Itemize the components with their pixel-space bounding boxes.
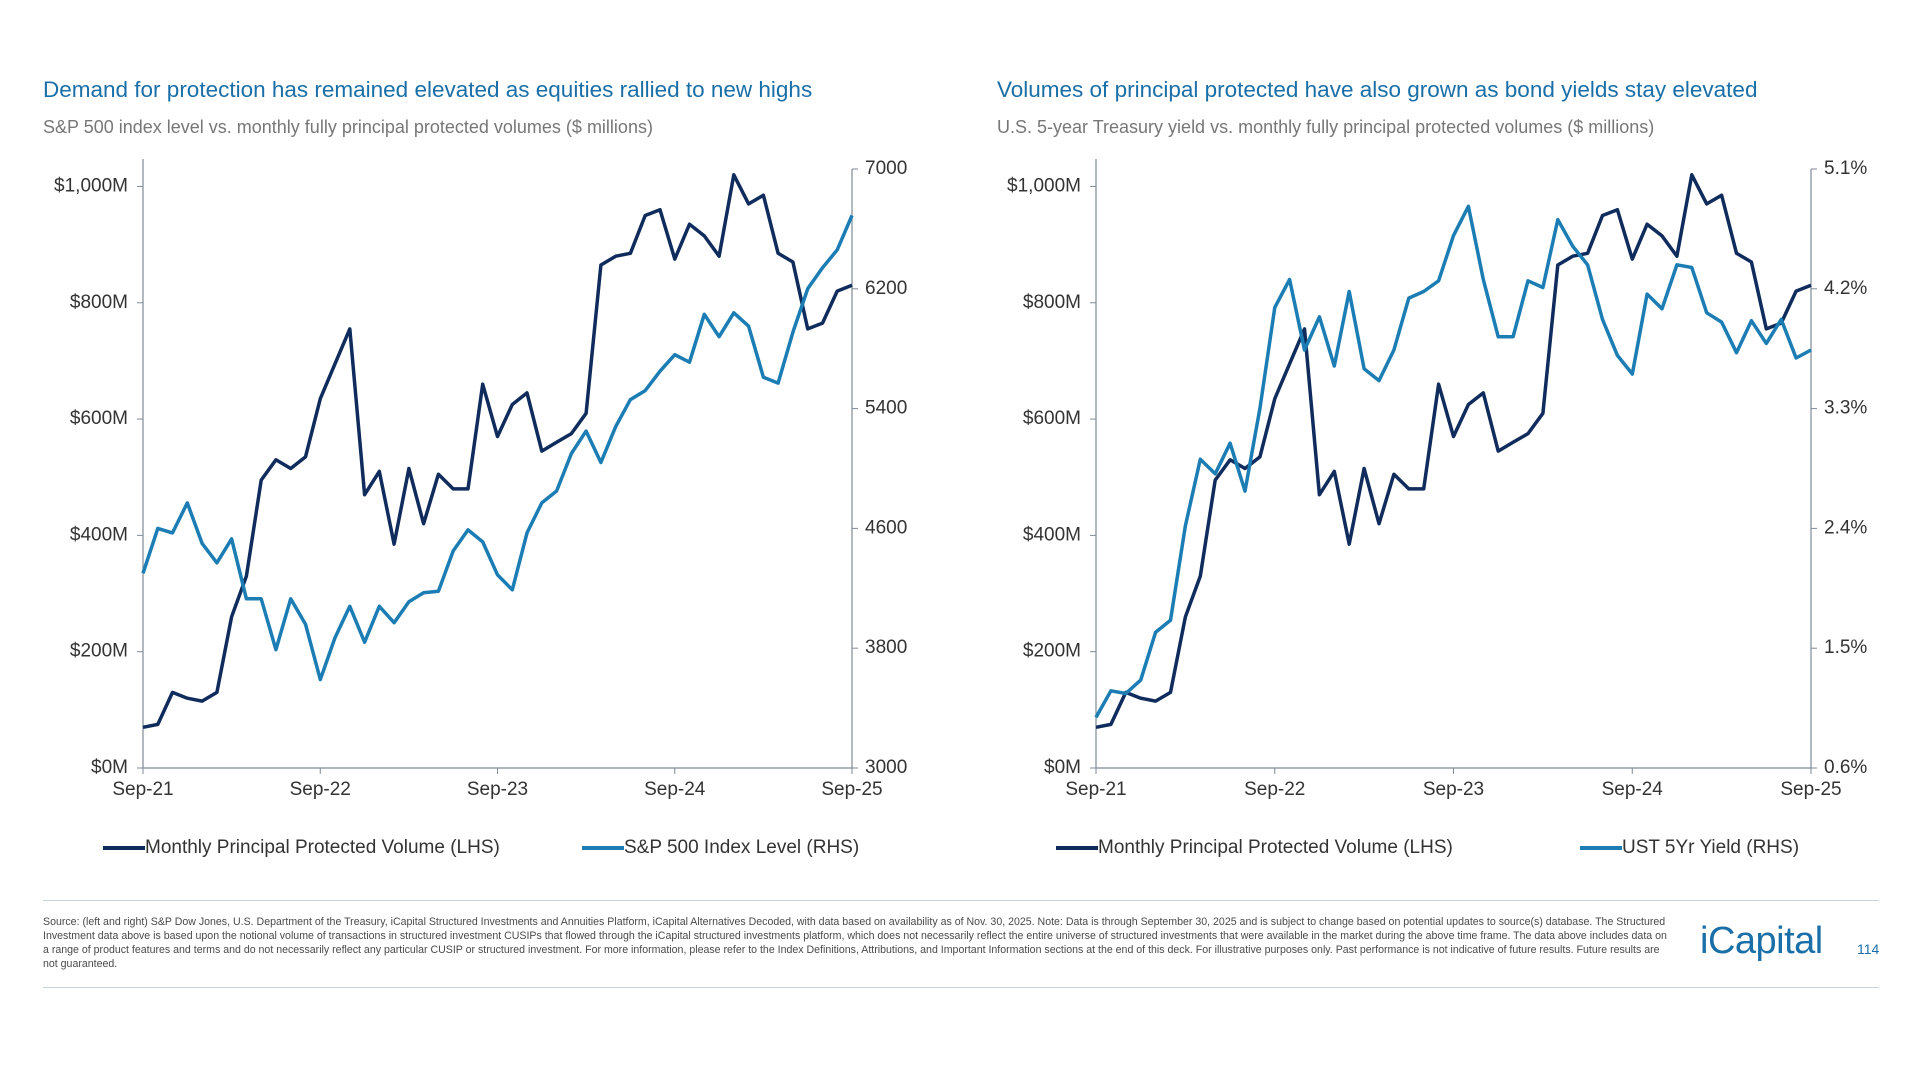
y-tick-label: $0M	[1044, 757, 1081, 778]
y-tick-label: $1,000M	[54, 175, 128, 196]
series-line	[1094, 204, 1812, 719]
source-note: Source: (left and right) S&P Dow Jones, …	[43, 916, 1667, 970]
legend-label: Monthly Principal Protected Volume (LHS)	[145, 837, 500, 858]
y-tick-label: $1,000M	[1007, 175, 1081, 196]
chart-title: Demand for protection has remained eleva…	[43, 77, 812, 102]
y2-tick-label: 3800	[865, 637, 907, 658]
series-line	[1095, 173, 1812, 730]
x-tick-label: Sep-24	[644, 779, 706, 800]
y-tick-label: $200M	[1023, 641, 1081, 662]
y2-tick-label: 3.3%	[1824, 398, 1867, 419]
y-tick-label: $800M	[70, 292, 128, 313]
y-tick-label: $0M	[91, 757, 128, 778]
x-tick-label: Sep-22	[290, 779, 351, 800]
x-tick-label: Sep-21	[112, 779, 173, 800]
x-tick-label: Sep-25	[821, 779, 882, 800]
y2-tick-label: 7000	[865, 158, 907, 179]
legend-label: UST 5Yr Yield (RHS)	[1622, 837, 1799, 858]
x-tick-label: Sep-23	[1423, 779, 1484, 800]
y-tick-label: $400M	[1023, 524, 1081, 545]
chart-subtitle: S&P 500 index level vs. monthly fully pr…	[43, 117, 653, 137]
y-tick-label: $800M	[1023, 292, 1081, 313]
y2-tick-label: 2.4%	[1824, 517, 1867, 538]
series-line	[142, 173, 853, 730]
x-tick-label: Sep-22	[1244, 779, 1305, 800]
y2-tick-label: 4.2%	[1824, 278, 1867, 299]
legend-label: S&P 500 Index Level (RHS)	[624, 837, 859, 858]
y2-tick-label: 6200	[865, 278, 907, 299]
y2-tick-label: 0.6%	[1824, 757, 1867, 778]
y2-tick-label: 1.5%	[1824, 637, 1867, 658]
series-line	[141, 214, 854, 682]
chart-title: Volumes of principal protected have also…	[997, 77, 1757, 102]
x-tick-label: Sep-23	[467, 779, 528, 800]
y-tick-label: $600M	[1023, 408, 1081, 429]
logo: iCapital	[1700, 920, 1823, 962]
x-tick-label: Sep-24	[1602, 779, 1664, 800]
y-tick-label: $400M	[70, 524, 128, 545]
x-tick-label: Sep-25	[1780, 779, 1841, 800]
y2-tick-label: 5400	[865, 398, 907, 419]
y2-tick-label: 3000	[865, 757, 907, 778]
page-number: 114	[1857, 941, 1880, 957]
x-tick-label: Sep-21	[1065, 779, 1126, 800]
y2-tick-label: 4600	[865, 517, 907, 538]
legend-label: Monthly Principal Protected Volume (LHS)	[1098, 837, 1453, 858]
y2-tick-label: 5.1%	[1824, 158, 1867, 179]
divider	[43, 987, 1879, 988]
chart-subtitle: U.S. 5-year Treasury yield vs. monthly f…	[997, 117, 1654, 137]
y-tick-label: $200M	[70, 641, 128, 662]
divider	[43, 900, 1879, 901]
y-tick-label: $600M	[70, 408, 128, 429]
